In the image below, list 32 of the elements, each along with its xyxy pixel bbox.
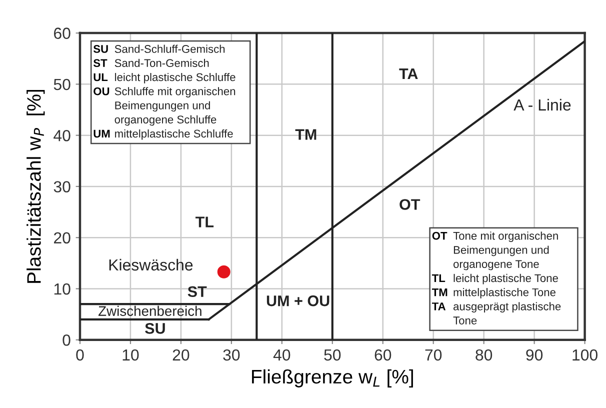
x-tick-label: 50	[324, 349, 341, 361]
y-tick-label: 10	[54, 283, 70, 295]
annotation: SU	[145, 323, 165, 334]
annotation: UM + OU	[266, 295, 330, 306]
annotation: Kieswäsche	[109, 258, 193, 271]
y-tick-label: 20	[54, 232, 70, 244]
y-tick-label: 0	[62, 334, 70, 346]
x-tick-label: 20	[172, 349, 190, 361]
y-tick-label: 50	[54, 78, 70, 90]
y-tick-label: 60	[54, 28, 70, 39]
y-tick-label: 30	[54, 181, 70, 192]
annotation: A - Linie	[514, 98, 571, 111]
y-axis-title: Plastizitätszahl w$_{P}$ [%]	[26, 90, 45, 283]
x-tick-label: 10	[122, 349, 139, 361]
annotation: TL	[196, 216, 214, 228]
x-tick-label: 100	[572, 349, 598, 361]
y-tick-label: 40	[54, 130, 70, 142]
x-tick-label: 0	[76, 349, 84, 361]
x-tick-label: 90	[526, 349, 543, 361]
annotation: Zwischenbereich	[98, 306, 202, 316]
text: SU Sand-Schluff-Gemisch ST Sand-Ton-Gemisch UL leicht plastische Schluffe OU Schluffe mit organischen Beimengungen und organogene Schluffe UM mittelplastische Schluffe	[93, 44, 236, 140]
x-tick-label: 60	[374, 349, 392, 361]
text: OT Tone mit organischen Beimengungen und organogene Tone TL leicht plastische Tone TM mittelplastische Tone TA ausgeprägt plastische Tone	[432, 232, 561, 324]
x-tick-label: 70	[425, 349, 442, 361]
annotation: TA	[399, 68, 418, 80]
x-tick-label: 30	[223, 349, 240, 361]
x-axis-title: Fließgrenze w$_{L}$ [%]	[252, 369, 413, 388]
annotation: ST	[188, 286, 207, 298]
x-tick-label: 40	[273, 349, 290, 361]
annotation: TM	[295, 129, 316, 140]
x-tick-label: 80	[476, 349, 492, 361]
annotation: OT	[400, 199, 420, 210]
